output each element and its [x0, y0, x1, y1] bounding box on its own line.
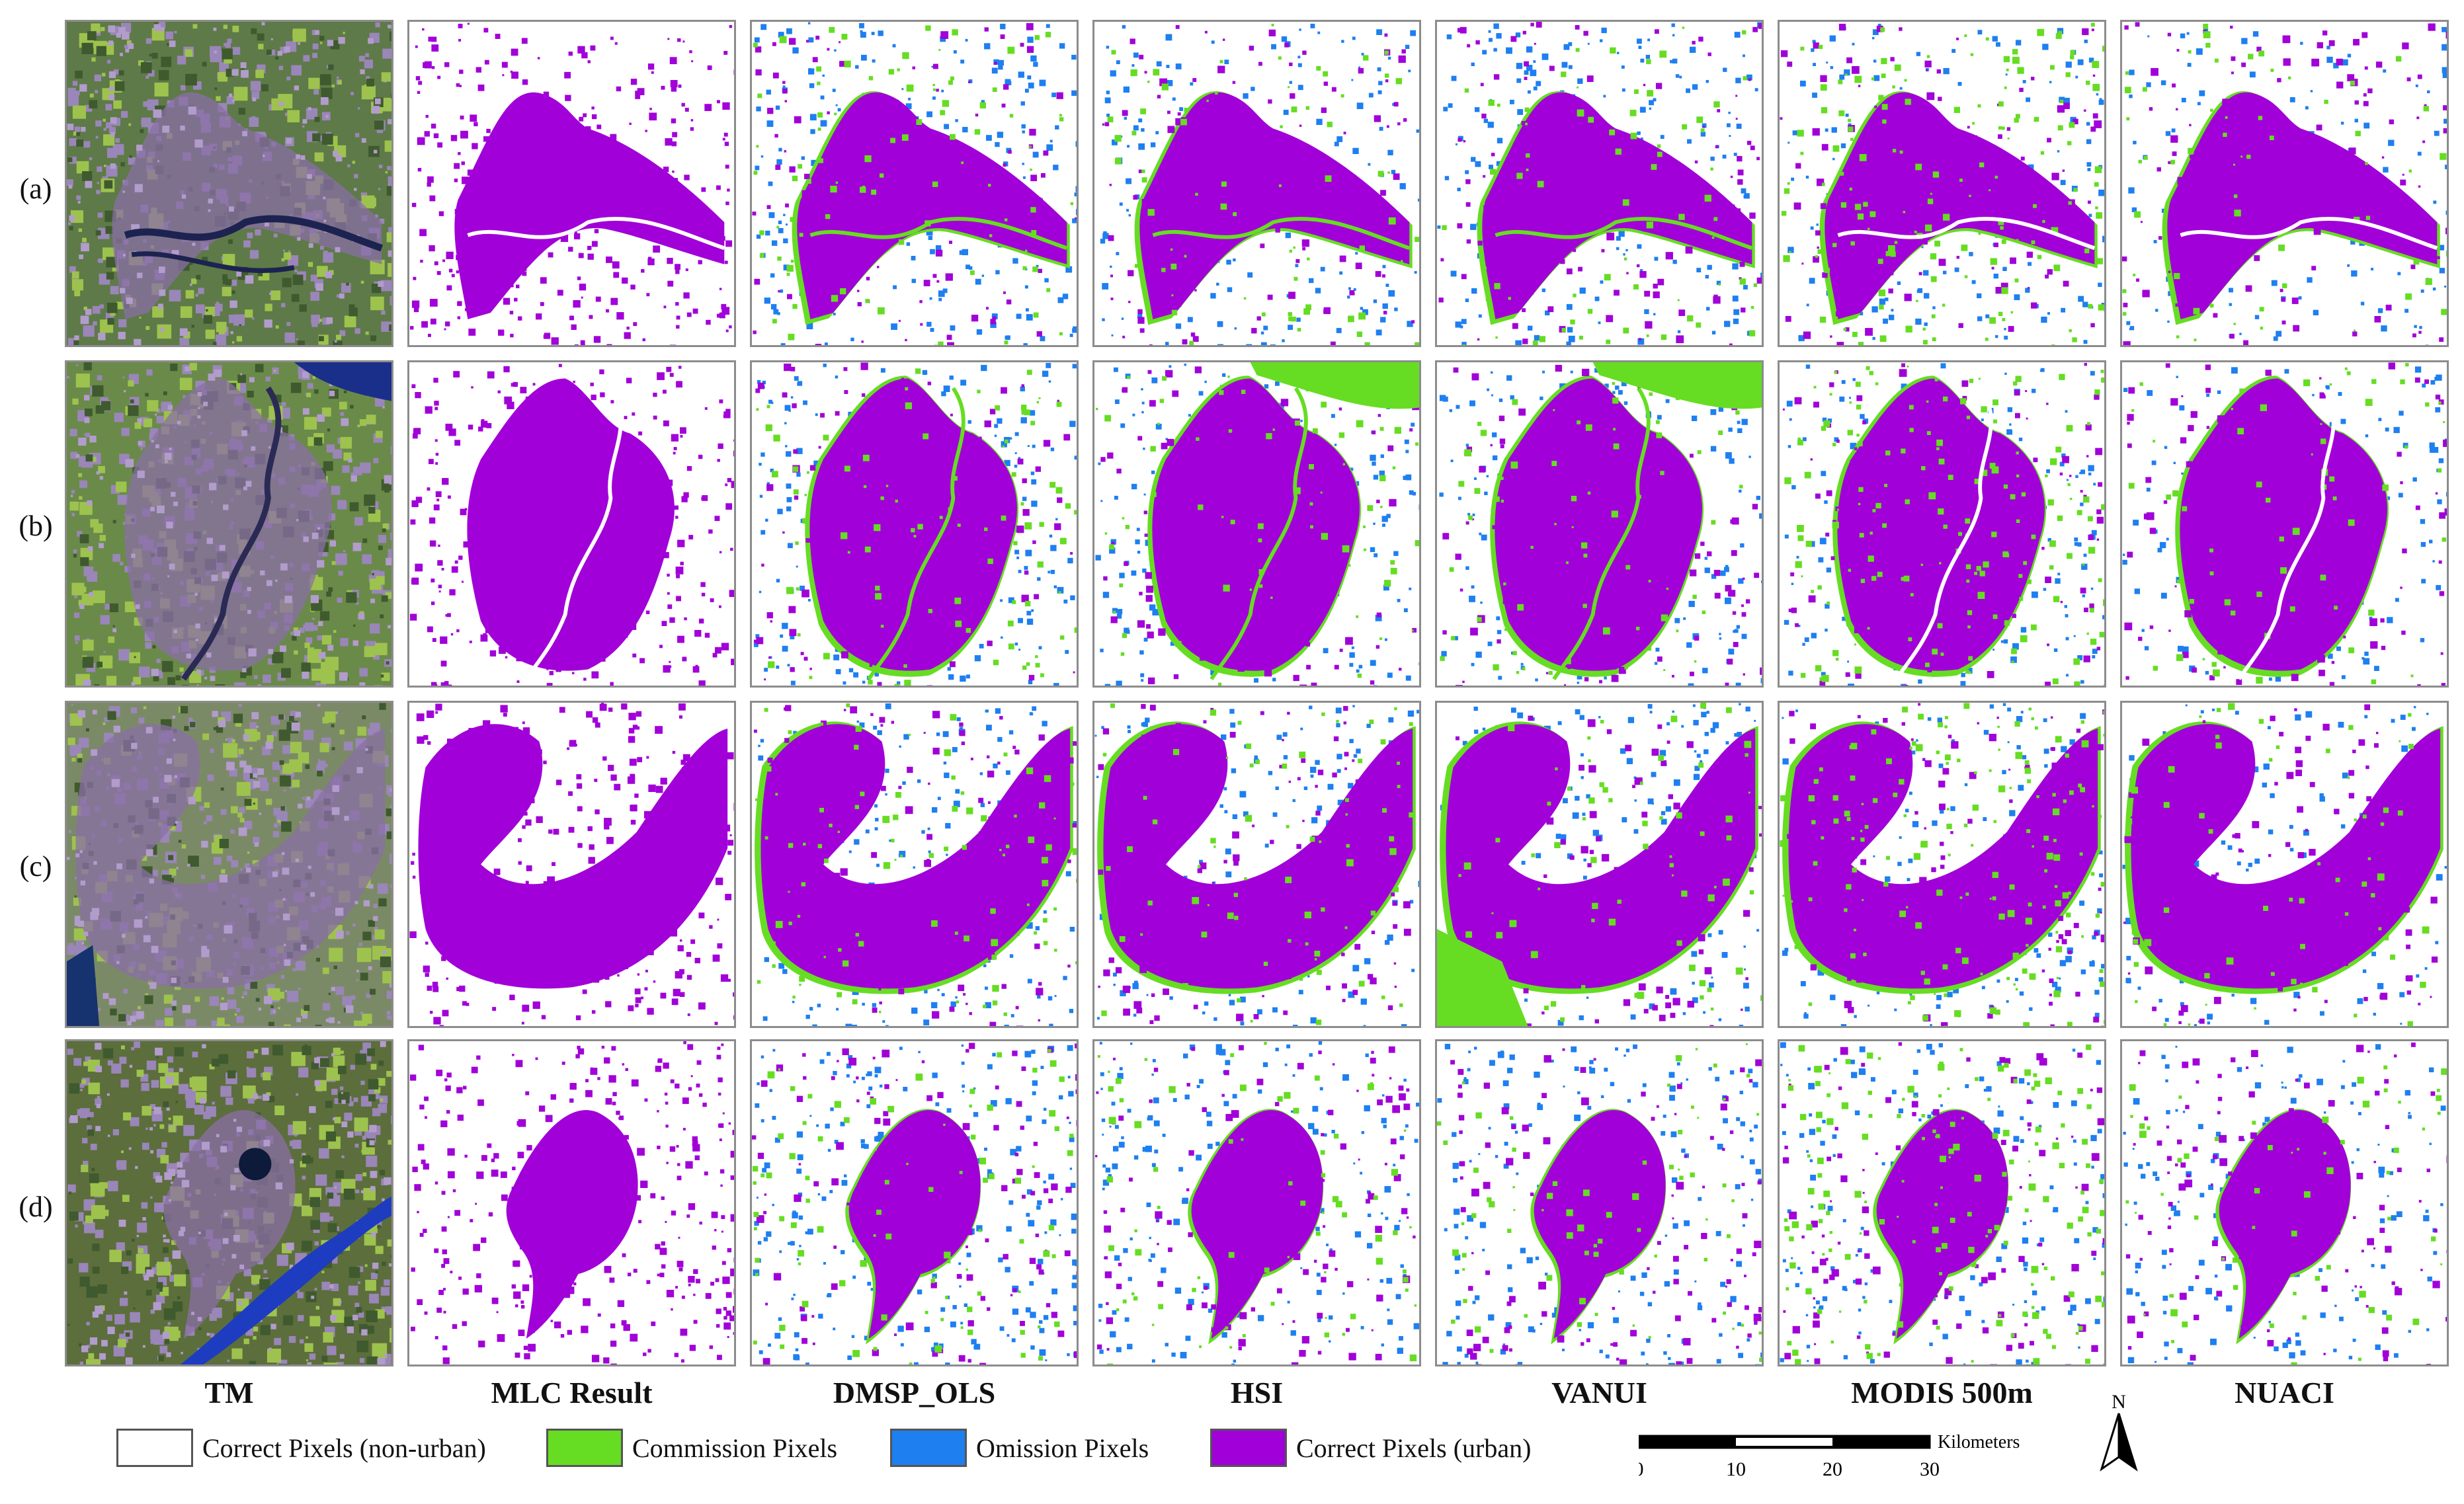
row-label-a: (a)	[19, 173, 52, 205]
map-panel-a-modis	[1778, 20, 2106, 347]
col-label-vanui: VANUI	[1551, 1376, 1647, 1409]
col-label-modis: MODIS 500m	[1851, 1376, 2033, 1409]
map-panel-a-hsi	[1092, 20, 1421, 347]
map-image	[409, 362, 734, 686]
map-image	[1094, 703, 1419, 1026]
map-panel-b-vanui	[1435, 360, 1764, 688]
north-label: N	[2112, 1391, 2126, 1413]
map-image	[2122, 703, 2447, 1026]
map-image	[409, 703, 734, 1026]
map-image	[1094, 22, 1419, 345]
legend-label: Commission Pixels	[632, 1433, 838, 1463]
col-label-tm: TM	[204, 1376, 254, 1409]
map-image	[409, 22, 734, 345]
map-panel-d-vanui	[1435, 1039, 1764, 1366]
row-label-b: (b)	[19, 510, 53, 542]
map-image	[67, 22, 391, 345]
map-image	[1437, 22, 1762, 345]
map-panel-a-mlc	[407, 20, 736, 347]
map-panel-b-hsi	[1092, 360, 1421, 688]
col-label-hsi: HSI	[1230, 1376, 1284, 1409]
map-image	[1437, 362, 1762, 686]
map-panel-a-nuaci	[2120, 20, 2449, 347]
scale-tick-30: 30	[1920, 1458, 1940, 1480]
map-image	[752, 703, 1077, 1026]
legend-item-correct-nonurban: Correct Pixels (non-urban)	[116, 1427, 486, 1469]
map-image	[1437, 703, 1762, 1026]
col-label-dmsp: DMSP_OLS	[833, 1376, 996, 1409]
map-image	[752, 1041, 1077, 1365]
map-image	[67, 1041, 391, 1365]
map-panel-d-modis	[1778, 1039, 2106, 1366]
map-image	[2122, 22, 2447, 345]
col-label-nuaci: NUACI	[2235, 1376, 2334, 1409]
legend-label: Correct Pixels (urban)	[1296, 1433, 1532, 1463]
scale-unit: Kilometers	[1938, 1435, 2020, 1452]
map-panel-d-mlc	[407, 1039, 736, 1366]
map-image	[1780, 703, 2104, 1026]
map-image	[67, 362, 391, 686]
map-panel-d-hsi	[1092, 1039, 1421, 1366]
legend-item-omission: Omission Pixels	[890, 1427, 1149, 1469]
map-image	[752, 362, 1077, 686]
legend-swatch-white	[116, 1429, 193, 1467]
legend-item-correct-urban: Correct Pixels (urban)	[1210, 1427, 1531, 1469]
scale-tick-10: 10	[1726, 1458, 1746, 1480]
scale-tick-20: 20	[1823, 1458, 1842, 1480]
legend-item-commission: Commission Pixels	[546, 1427, 837, 1469]
map-image	[752, 22, 1077, 345]
map-panel-c-hsi	[1092, 701, 1421, 1028]
map-panel-b-dmsp	[750, 360, 1079, 688]
map-panel-d-tm	[65, 1039, 393, 1366]
map-image	[1780, 1041, 2104, 1365]
scale-tick-0: 0	[1639, 1458, 1644, 1480]
map-panel-b-nuaci	[2120, 360, 2449, 688]
map-image	[1437, 1041, 1762, 1365]
map-panel-d-nuaci	[2120, 1039, 2449, 1366]
col-label-mlc: MLC Result	[491, 1376, 653, 1409]
legend-label: Omission Pixels	[976, 1433, 1149, 1463]
map-image	[1094, 1041, 1419, 1365]
map-panel-a-vanui	[1435, 20, 1764, 347]
map-panel-d-dmsp	[750, 1039, 1079, 1366]
map-panel-b-tm	[65, 360, 393, 688]
map-image	[1094, 362, 1419, 686]
map-panel-c-vanui	[1435, 701, 1764, 1028]
north-arrow-icon: N	[2092, 1388, 2145, 1478]
map-panel-b-mlc	[407, 360, 736, 688]
legend-swatch-purple	[1210, 1429, 1287, 1467]
map-image	[1780, 362, 2104, 686]
map-image	[2122, 362, 2447, 686]
scale-bar: 0 10 20 30 Kilometers	[1634, 1432, 2049, 1497]
map-panel-c-modis	[1778, 701, 2106, 1028]
map-panel-c-tm	[65, 701, 393, 1028]
row-label-c: (c)	[19, 850, 52, 883]
map-image	[1780, 22, 2104, 345]
map-panel-c-mlc	[407, 701, 736, 1028]
legend-swatch-green	[546, 1429, 623, 1467]
map-image	[2122, 1041, 2447, 1365]
legend-label: Correct Pixels (non-urban)	[202, 1433, 486, 1463]
map-panel-a-tm	[65, 20, 393, 347]
map-panel-a-dmsp	[750, 20, 1079, 347]
map-image	[409, 1041, 734, 1365]
map-panel-b-modis	[1778, 360, 2106, 688]
legend-swatch-blue	[890, 1429, 967, 1467]
row-label-d: (d)	[19, 1191, 53, 1223]
map-panel-c-dmsp	[750, 701, 1079, 1028]
map-image	[67, 703, 391, 1026]
map-panel-c-nuaci	[2120, 701, 2449, 1028]
